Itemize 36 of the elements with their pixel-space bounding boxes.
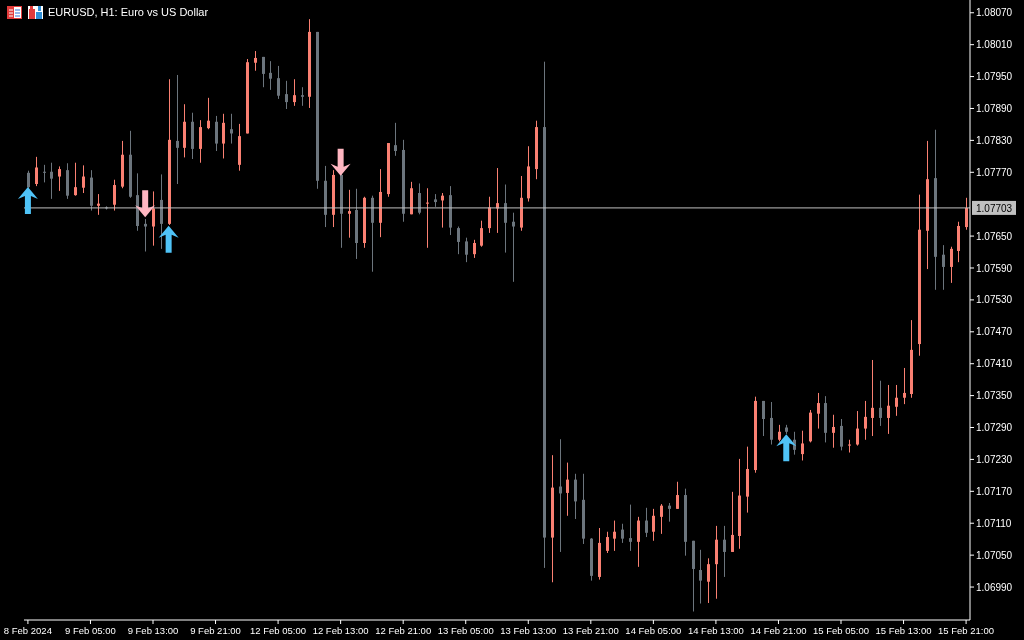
y-tick-label: 1.08070 — [976, 7, 1013, 19]
ref-line-label: 1.07703 — [976, 202, 1013, 214]
x-tick-label: 8 Feb 2024 — [3, 625, 52, 636]
text: EURUSD, H1: Euro vs US Dollar — [48, 5, 209, 19]
x-tick-label: 14 Feb 05:00 — [625, 625, 682, 636]
x-tick-label: 15 Feb 13:00 — [875, 625, 932, 636]
y-tick-label: 1.07170 — [976, 485, 1013, 497]
x-tick-label: 12 Feb 21:00 — [375, 625, 432, 636]
y-tick-label: 1.07350 — [976, 390, 1013, 402]
x-tick-label: 13 Feb 13:00 — [500, 625, 557, 636]
y-tick-label: 1.07470 — [976, 326, 1013, 338]
x-tick-label: 12 Feb 05:00 — [250, 625, 307, 636]
y-tick-label: 1.07590 — [976, 262, 1013, 274]
x-tick-label: 13 Feb 05:00 — [437, 625, 494, 636]
x-tick-label: 15 Feb 05:00 — [813, 625, 869, 636]
y-tick-label: 1.07830 — [976, 134, 1013, 146]
y-tick-label: 1.07290 — [976, 422, 1013, 434]
y-tick-label: 1.08010 — [976, 39, 1013, 51]
y-tick-label: 1.07110 — [976, 517, 1012, 529]
y-tick-label: 1.06990 — [976, 581, 1013, 593]
y-tick-label: 1.07050 — [976, 549, 1013, 561]
x-tick-label: 13 Feb 21:00 — [562, 625, 619, 636]
y-tick-label: 1.07530 — [976, 294, 1013, 306]
y-tick-label: 1.07230 — [976, 453, 1013, 465]
x-tick-label: 9 Feb 05:00 — [65, 625, 116, 636]
y-tick-label: 1.07890 — [976, 103, 1013, 115]
y-tick-label: 1.07950 — [976, 71, 1013, 83]
y-tick-label: 1.07650 — [976, 230, 1013, 242]
x-tick-label: 15 Feb 21:00 — [938, 625, 995, 636]
x-tick-label: 9 Feb 21:00 — [190, 625, 241, 636]
x-tick-label: 12 Feb 13:00 — [312, 625, 369, 636]
x-tick-label: 14 Feb 21:00 — [750, 625, 807, 636]
y-tick-label: 1.07410 — [976, 358, 1013, 370]
x-tick-label: 14 Feb 13:00 — [687, 625, 744, 636]
y-tick-label: 1.07770 — [976, 166, 1013, 178]
x-tick-label: 9 Feb 13:00 — [127, 625, 179, 636]
